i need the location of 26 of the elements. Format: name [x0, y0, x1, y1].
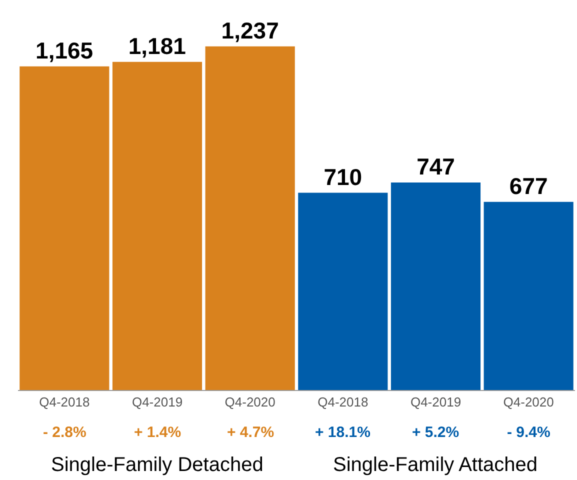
x-tick-label: Q4-2018: [39, 394, 90, 410]
text: Single-Family Detached: [51, 454, 264, 476]
bar: [484, 202, 574, 390]
bar: [112, 62, 202, 390]
bar: [298, 192, 388, 390]
bar: [390, 182, 481, 390]
text: Single-Family Attached: [333, 454, 538, 476]
data-label: 677: [509, 172, 548, 199]
text: + 5.2%: [412, 424, 460, 441]
text: + 1.4%: [134, 424, 182, 441]
x-tick-label: Q4-2019: [410, 394, 462, 410]
x-tick-label: Q4-2020: [503, 394, 554, 410]
bar: [20, 66, 110, 390]
text: + 18.1%: [315, 424, 370, 441]
data-label: 1,237: [221, 17, 279, 44]
text: + 4.7%: [227, 424, 274, 441]
x-tick-label: Q4-2019: [132, 394, 183, 410]
text: - 9.4%: [507, 424, 550, 441]
data-label: 747: [416, 153, 455, 180]
text: - 2.8%: [43, 424, 86, 441]
x-tick-label: Q4-2018: [318, 394, 368, 410]
data-label: 1,165: [36, 37, 94, 64]
data-label: 710: [324, 164, 362, 190]
x-tick-label: Q4-2020: [224, 394, 276, 410]
data-label: 1,181: [128, 32, 186, 59]
bar: [205, 46, 295, 390]
